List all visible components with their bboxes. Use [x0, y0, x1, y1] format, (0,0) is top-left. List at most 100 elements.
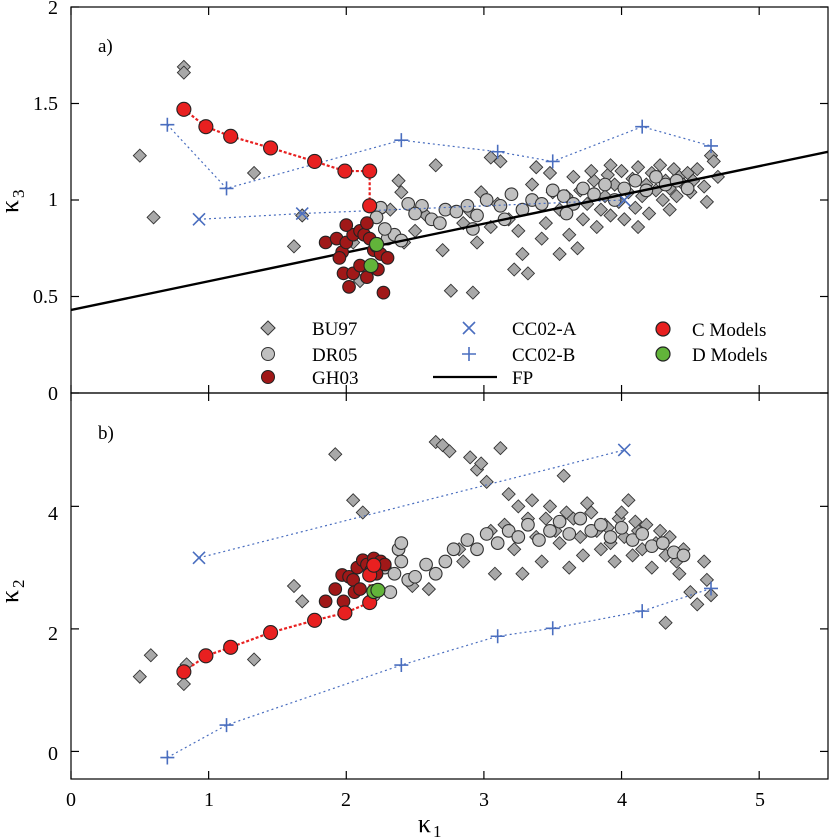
bu97-point [628, 514, 643, 529]
legend-label-c-models: C Models [692, 320, 766, 341]
bu97-point [614, 505, 629, 520]
legend-item-fp: FP [433, 368, 533, 389]
bu97-point [706, 154, 721, 169]
y-tick-label: 2 [48, 623, 58, 645]
dr05-point [490, 536, 505, 550]
cc02-b-point [219, 181, 234, 196]
bu97-point [529, 160, 544, 175]
dr05-point [511, 530, 526, 544]
cc02-b-point [394, 133, 409, 148]
dr05-point [655, 536, 670, 550]
gh03-point [332, 251, 347, 265]
dr05-point [401, 197, 416, 211]
bu97-point [566, 169, 581, 184]
dr05-point [460, 533, 475, 547]
dr05-point [479, 193, 494, 207]
cc02-b-point [490, 144, 505, 159]
bu97-point [507, 262, 522, 277]
dr05-point [460, 198, 475, 213]
bu97-point [511, 499, 526, 514]
bu97-point [552, 535, 567, 551]
x-tick-label: 5 [755, 789, 765, 811]
bu97-point [542, 499, 558, 514]
bu97-point [442, 444, 457, 459]
gh03-point [376, 285, 391, 300]
bu97-point [391, 173, 406, 188]
y-tick-label: 4 [48, 503, 58, 525]
dr05-point [438, 554, 453, 569]
gh03-point [360, 216, 374, 231]
bu97-point [584, 163, 599, 179]
bu97-point [559, 505, 574, 520]
bu97-point [644, 560, 659, 575]
ticks-layer [70, 6, 828, 779]
d-models-point [363, 258, 379, 274]
legend-label-gh03: GH03 [312, 368, 358, 389]
bu97-point [672, 566, 687, 581]
x-tick-label: 3 [479, 789, 489, 811]
legend-marker-circle [261, 370, 275, 384]
bu97-point [246, 165, 262, 181]
legend-item-bu97: BU97 [260, 319, 357, 340]
bu97-point [534, 231, 549, 246]
y-axis-subscript: 3 [9, 190, 28, 199]
bu97-point [699, 194, 715, 210]
bu97-point [628, 200, 643, 215]
bu97-point [328, 447, 343, 462]
y-axis-subscript: 2 [9, 580, 28, 589]
x-axis-subscript: 1 [433, 822, 442, 837]
legend-marker-circle [261, 347, 275, 361]
y-tick-label: 0 [48, 743, 58, 765]
dr05-point [576, 181, 590, 196]
legend-item-dr05: DR05 [261, 345, 357, 366]
bu97-point [286, 239, 302, 254]
dr05-point [573, 511, 588, 526]
bu97-point [552, 246, 567, 262]
legend-item-cc02a: CC02-A [462, 319, 577, 340]
legend-item-gh03: GH03 [261, 368, 358, 389]
legend-marker-diamond [260, 320, 276, 336]
bu97-point [621, 493, 636, 508]
gh03-point [380, 251, 395, 265]
legend-label-cc02b: CC02-B [512, 345, 575, 366]
cc02-b-point [635, 604, 650, 619]
cc02-b-point [219, 718, 234, 733]
bu97-point [456, 554, 471, 569]
dr05-point [504, 187, 519, 202]
c-models-point [176, 101, 192, 117]
dr05-point [394, 536, 409, 550]
c-models-point [307, 612, 323, 628]
bu97-point [286, 578, 302, 594]
dr05-point [521, 517, 535, 532]
bu97-point [662, 202, 677, 217]
legend-marker-x [462, 321, 476, 335]
bu97-point [690, 161, 705, 177]
dr05-point [433, 216, 447, 231]
x-tick-label: 2 [341, 789, 351, 811]
bu97-point [556, 468, 571, 483]
bu97-point [469, 235, 485, 250]
c-models-point [223, 128, 239, 144]
legend-marker-plus [462, 347, 476, 361]
cc02-b-point [545, 154, 560, 169]
dr05-point [394, 554, 409, 569]
panel-a-y-tick-labels: 0 0.5 1 1.5 2 [33, 0, 58, 405]
bu97-point [355, 505, 370, 520]
cc02-b-point [704, 581, 719, 596]
dr05-point [628, 173, 643, 188]
cc02-b-point [160, 750, 175, 765]
bu97-point [428, 158, 443, 173]
bu97-point [493, 441, 508, 456]
legend-marker-circle [655, 346, 671, 362]
plot-area [132, 434, 719, 765]
cc02-a-point [295, 206, 309, 221]
dr05-point [408, 569, 422, 584]
dr05-point [562, 527, 577, 541]
dr05-point [649, 169, 663, 184]
bu97-point [143, 648, 158, 663]
c-models-point [223, 639, 239, 655]
bu97-point [524, 177, 540, 192]
bu97-point [511, 223, 526, 239]
c-models-point [263, 625, 279, 641]
bu97-point [542, 165, 558, 181]
